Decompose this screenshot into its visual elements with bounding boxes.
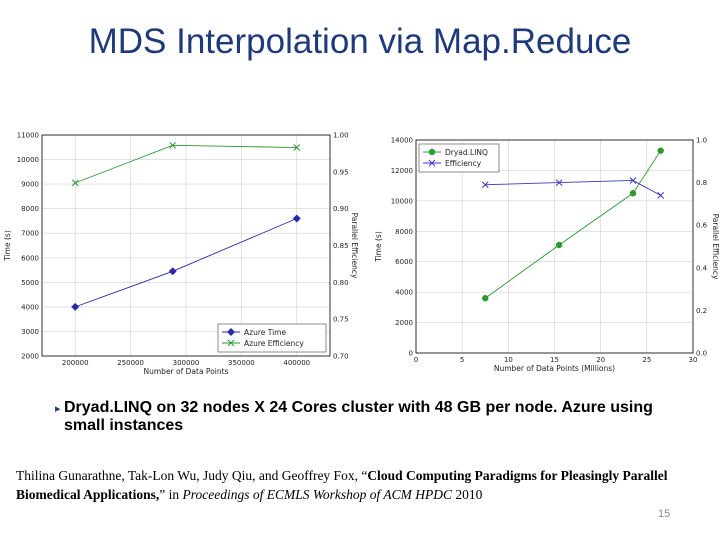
y2-axis-label: Parallel Efficiency — [350, 213, 359, 279]
x-tick-label: 30 — [689, 356, 698, 364]
x-tick-label: 15 — [550, 356, 559, 364]
y-tick-label: 11000 — [17, 132, 39, 140]
data-point-efficiency — [481, 181, 489, 189]
x-axis-label: Number of Data Points — [144, 367, 229, 376]
y2-axis-label: Parallel Efficiency — [711, 214, 720, 280]
x-tick-label: 10 — [504, 356, 513, 364]
legend-box — [217, 323, 327, 353]
slide-number: 15 — [658, 508, 671, 520]
y-tick-label: 7000 — [21, 230, 39, 238]
legend-label: Azure Time — [244, 328, 286, 337]
data-point-dryad-linq — [482, 295, 489, 302]
plot-frame — [41, 134, 331, 357]
legend-label: Efficiency — [445, 159, 482, 168]
x-tick-label: 200000 — [62, 359, 89, 367]
citation-mid: ” in — [159, 487, 183, 502]
x-tick-label: 25 — [642, 356, 651, 364]
data-point-azure-time — [168, 267, 177, 276]
legend-box — [418, 143, 500, 173]
data-point-azure-time — [71, 302, 80, 311]
chart-azure-mds: 200000 250000 300000 350000 400000 2000 3000 40… — [3, 132, 359, 377]
x-tick-label: 0 — [414, 356, 418, 364]
legend-marker — [227, 339, 235, 347]
x-tick-label: 350000 — [228, 359, 255, 367]
y-tick-label: 8000 — [395, 228, 413, 236]
legend-marker — [227, 328, 235, 336]
y-tick-label: 2000 — [21, 353, 39, 361]
legend-label: Dryad.LINQ — [445, 148, 488, 157]
y2-tick-label: 0.0 — [696, 350, 707, 358]
x-tick-label: 5 — [460, 356, 464, 364]
data-point-efficiency — [555, 179, 563, 186]
y2-tick-label: 0.90 — [333, 205, 349, 213]
y2-tick-label: 1.0 — [696, 137, 707, 145]
y2-tick-label: 0.75 — [333, 316, 349, 324]
data-point-efficiency — [629, 177, 637, 184]
citation-venue: Proceedings of ECMLS Workshop of ACM HPD… — [182, 487, 453, 502]
y-tick-label: 3000 — [21, 328, 39, 336]
x-axis-label: Number of Data Points (Millions) — [494, 364, 615, 373]
y-tick-label: 4000 — [21, 303, 39, 311]
y2-tick-label: 0.80 — [333, 279, 349, 287]
x-tick-label: 250000 — [117, 359, 144, 367]
legend-label: Azure Efficiency — [244, 339, 304, 348]
legend-marker — [428, 148, 436, 156]
y-tick-label: 10000 — [17, 156, 39, 164]
data-point-dryad-linq — [555, 241, 563, 249]
y-tick-label: 12000 — [391, 167, 413, 175]
y2-tick-label: 0.70 — [333, 353, 349, 361]
data-point-azure-efficiency — [293, 144, 301, 151]
x-tick-label: 400000 — [283, 359, 310, 367]
y-tick-label: 9000 — [21, 181, 39, 189]
y-tick-label: 5000 — [21, 279, 39, 287]
series-line-dryad-linq — [484, 150, 662, 299]
y-tick-label: 6000 — [21, 254, 39, 262]
data-point-azure-efficiency — [71, 179, 79, 187]
data-point-azure-time — [292, 214, 301, 223]
y-tick-label: 10000 — [391, 197, 413, 205]
series-line-efficiency — [485, 180, 661, 196]
y-tick-label: 4000 — [395, 289, 413, 297]
y2-tick-label: 0.2 — [696, 307, 707, 315]
y-tick-label: 14000 — [391, 137, 413, 145]
chart-dryadlinq-mds: 0 5 10 15 20 25 30 0 2000 4000 6000 8000 10000 12000 1… — [374, 137, 720, 374]
data-point-dryad-linq — [657, 147, 664, 154]
y2-tick-label: 0.8 — [696, 179, 707, 187]
data-point-efficiency — [657, 192, 665, 199]
slide-title: MDS Interpolation via Map.Reduce — [88, 22, 632, 61]
y2-tick-label: 0.85 — [333, 242, 349, 250]
data-point-azure-efficiency — [169, 141, 177, 149]
y-tick-label: 8000 — [21, 205, 39, 213]
bullet-text: Dryad.LINQ on 32 nodes X 24 Cores cluste… — [64, 399, 653, 434]
y2-tick-label: 0.4 — [696, 264, 708, 272]
y2-tick-label: 0.6 — [696, 222, 708, 230]
y-tick-label: 0 — [409, 350, 413, 358]
y-tick-label: 6000 — [395, 258, 413, 266]
y-axis-label: Time (s) — [374, 231, 383, 263]
y2-tick-label: 1.00 — [333, 132, 349, 140]
y2-tick-label: 0.95 — [333, 168, 349, 176]
citation-paper-title: Cloud Computing Paradigms for Pleasingly… — [16, 468, 668, 502]
legend-marker — [428, 159, 436, 167]
y-axis-label: Time (s) — [3, 230, 12, 262]
plot-frame — [415, 139, 694, 354]
y-tick-label: 2000 — [395, 319, 413, 327]
citation-authors: Thilina Gunarathne, Tak-Lon Wu, Judy Qiu… — [16, 468, 368, 483]
x-tick-label: 20 — [596, 356, 605, 364]
x-tick-label: 300000 — [173, 359, 200, 367]
citation: Thilina Gunarathne, Tak-Lon Wu, Judy Qiu… — [16, 466, 706, 504]
data-point-dryad-linq — [629, 190, 637, 197]
bullet-icon: ▸ — [55, 403, 61, 415]
citation-year: 2010 — [452, 487, 483, 502]
